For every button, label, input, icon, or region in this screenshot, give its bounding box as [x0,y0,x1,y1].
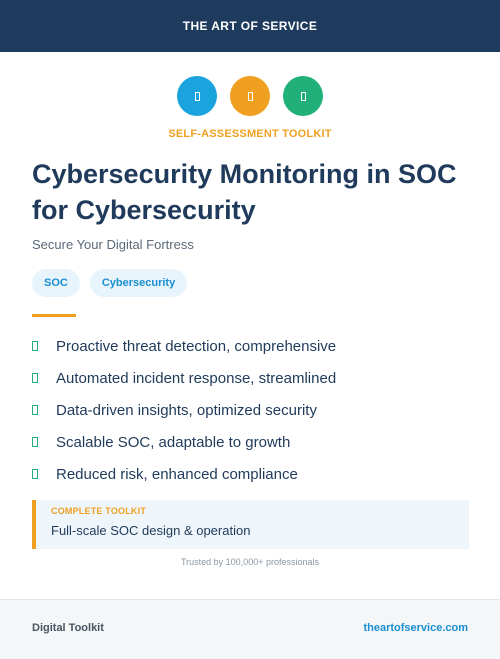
check-icon [32,341,38,351]
feature-item: Proactive threat detection, comprehensiv… [32,330,472,362]
shield-glyph [194,91,200,101]
lock-icon [230,76,270,116]
lock-glyph [247,91,253,101]
check-icon [32,405,38,415]
icon-row [0,76,500,116]
tag-list: SOC Cybersecurity [32,269,188,297]
footer: Digital Toolkit theartofservice.com [0,599,500,659]
shield-icon [177,76,217,116]
feature-text: Data-driven insights, optimized security [56,401,317,419]
toolkit-callout: COMPLETE TOOLKIT Full-scale SOC design &… [32,500,469,549]
feature-item: Scalable SOC, adaptable to growth [32,426,472,458]
feature-item: Automated incident response, streamlined [32,362,472,394]
accent-divider [32,314,76,317]
check-icon [32,469,38,479]
tag-cybersecurity[interactable]: Cybersecurity [89,269,188,297]
callout-text: Full-scale SOC design & operation [51,523,251,538]
check-icon [32,373,38,383]
subtitle: Secure Your Digital Fortress [32,237,194,252]
feature-text: Automated incident response, streamlined [56,369,337,387]
check-icon [283,76,323,116]
feature-list: Proactive threat detection, comprehensiv… [32,330,472,490]
top-banner: THE ART OF SERVICE [0,0,500,52]
callout-label: COMPLETE TOOLKIT [51,506,147,516]
brand-name: THE ART OF SERVICE [182,19,318,33]
trust-note: Trusted by 100,000+ professionals [180,557,319,567]
footer-label: Digital Toolkit [32,622,104,634]
check-icon [32,437,38,447]
tag-soc[interactable]: SOC [32,269,80,297]
check-glyph [300,91,306,101]
website-link[interactable]: theartofservice.com [363,622,468,634]
feature-text: Reduced risk, enhanced compliance [56,465,298,483]
kicker-label: SELF-ASSESSMENT TOOLKIT [168,128,332,140]
feature-text: Scalable SOC, adaptable to growth [56,433,291,451]
feature-item: Data-driven insights, optimized security [32,394,472,426]
feature-item: Reduced risk, enhanced compliance [32,458,472,490]
feature-text: Proactive threat detection, comprehensiv… [56,337,337,355]
page-title: Cybersecurity Monitoring in SOC for Cybe… [32,159,457,225]
